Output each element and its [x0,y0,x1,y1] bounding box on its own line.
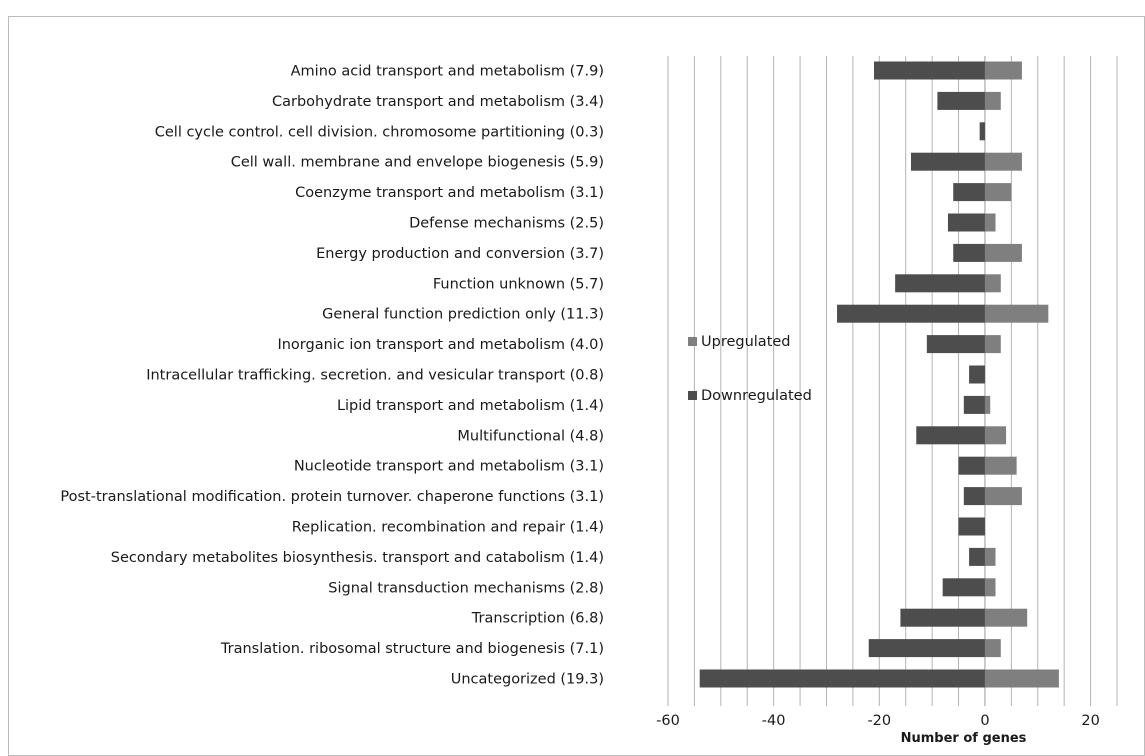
x-axis-title: Number of genes [901,731,1027,746]
bar-upregulated [984,426,1007,445]
category-labels: Amino acid transport and metabolism (7.9… [60,64,604,688]
bar-downregulated [969,547,985,566]
bar-downregulated [874,61,985,80]
bar-upregulated [984,304,1049,323]
bar-downregulated [969,365,985,384]
category-label: Energy production and conversion (3.7) [316,246,604,262]
category-label: Signal transduction mechanisms (2.8) [328,580,604,596]
bar-upregulated [984,395,991,414]
bar-downregulated [963,395,985,414]
category-label: Coenzyme transport and metabolism (3.1) [295,185,604,201]
legend: Upregulated Downregulated [688,334,812,404]
bar-downregulated [979,122,985,141]
category-label: Uncategorized (19.3) [451,672,604,688]
bar-upregulated [984,487,1022,506]
bar-downregulated [868,639,985,658]
bar-upregulated [984,274,1001,293]
bar-upregulated [984,608,1028,627]
bar-downregulated [926,335,985,354]
category-label: General function prediction only (11.3) [322,307,604,323]
x-tick-label: -40 [762,713,786,729]
category-label: Cell cycle control. cell division. chrom… [155,124,604,140]
category-label: Replication. recombination and repair (1… [292,520,604,536]
category-label: Amino acid transport and metabolism (7.9… [291,64,604,80]
category-label: Post-translational modification. protein… [60,489,604,505]
bar-upregulated [984,243,1022,262]
bar-upregulated [984,61,1022,80]
bar-upregulated [984,213,996,232]
chart-frame [8,16,1145,756]
x-tick-label: 0 [980,713,989,729]
bar-upregulated [984,639,1001,658]
category-label: Inorganic ion transport and metabolism (… [277,337,604,353]
bar-downregulated [910,152,985,171]
category-label: Function unknown (5.7) [433,276,604,292]
bar-downregulated [953,183,985,202]
bar-upregulated [984,335,1001,354]
category-label: Intracellular trafficking. secretion. an… [146,368,604,384]
legend-label: Upregulated [701,334,791,350]
x-tick-label: -60 [656,713,680,729]
category-label: Secondary metabolites biosynthesis. tran… [111,550,604,566]
bar-downregulated [937,91,985,110]
bar-upregulated [984,152,1022,171]
category-label: Translation. ribosomal structure and bio… [220,641,604,657]
bar-upregulated [984,183,1012,202]
bar-downregulated [958,456,985,475]
category-label: Defense mechanisms (2.5) [409,216,604,232]
x-tick-label: -20 [867,713,891,729]
bar-downregulated [900,608,985,627]
category-label: Multifunctional (4.8) [457,428,604,444]
bar-downregulated [895,274,985,293]
legend-swatch [688,337,697,346]
gridlines [667,56,1118,706]
bar-upregulated [984,547,996,566]
bar-downregulated [837,304,985,323]
category-label: Carbohydrate transport and metabolism (3… [272,94,604,110]
legend-label: Downregulated [701,388,812,404]
category-label: Nucleotide transport and metabolism (3.1… [294,459,604,475]
bar-downregulated [942,578,985,597]
bar-downregulated [958,517,985,536]
bars [699,61,1059,688]
bar-downregulated [953,243,985,262]
x-tick-labels: -60 -40 -20 0 20 [656,713,1100,729]
bar-downregulated [699,669,985,688]
x-tick-label: 20 [1081,713,1099,729]
category-label: Transcription (6.8) [471,611,604,627]
bar-downregulated [947,213,985,232]
category-label: Cell wall. membrane and envelope biogene… [231,155,604,171]
bar-upregulated [984,91,1001,110]
legend-swatch [688,391,697,400]
bar-downregulated [963,487,985,506]
bar-upregulated [984,578,996,597]
bar-downregulated [916,426,985,445]
category-label: Lipid transport and metabolism (1.4) [337,398,604,414]
bar-upregulated [984,669,1059,688]
bar-upregulated [984,456,1017,475]
